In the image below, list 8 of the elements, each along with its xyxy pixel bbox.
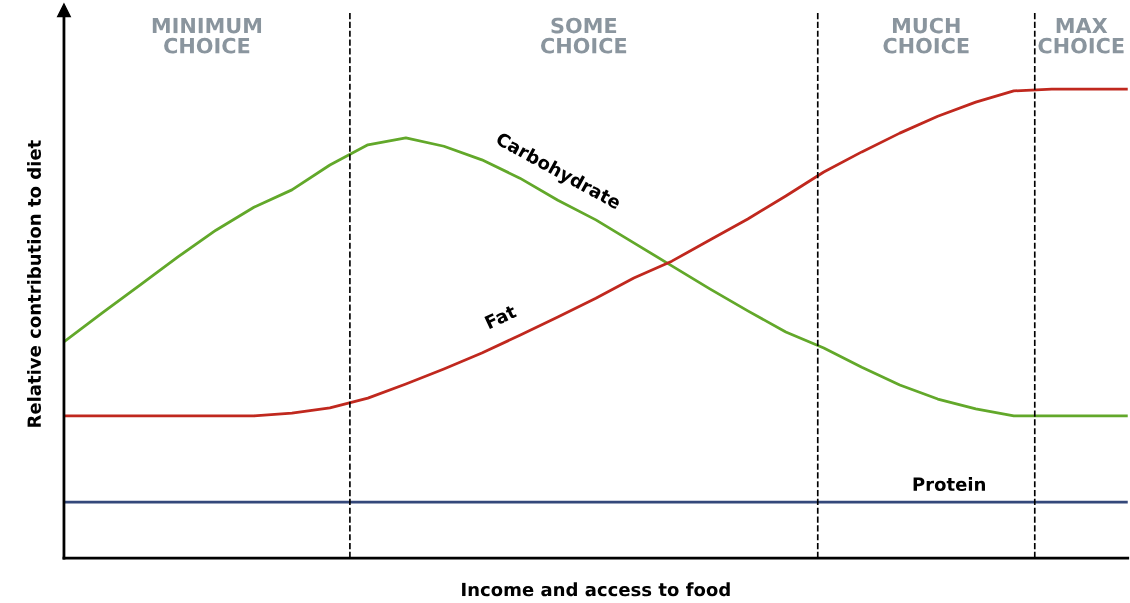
y-axis-title: Relative contribution to diet xyxy=(27,140,42,427)
text: MAX CHOICE xyxy=(1038,17,1124,54)
text: Fat xyxy=(484,304,518,330)
x-axis-title: Income and access to food xyxy=(462,582,730,597)
text: SOME CHOICE xyxy=(541,17,627,54)
text: MINIMUM CHOICE xyxy=(152,17,262,54)
text: MUCH CHOICE xyxy=(883,17,969,54)
series-label: Protein xyxy=(913,477,985,492)
